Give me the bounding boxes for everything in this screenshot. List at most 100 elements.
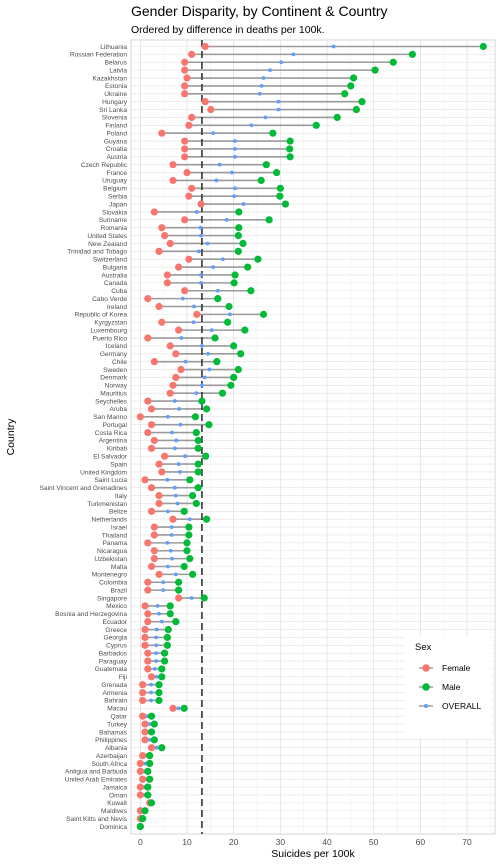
female-point [158,224,166,232]
male-point [358,98,366,106]
country-tick-label: Mexico [106,603,127,610]
male-point [408,50,416,58]
overall-point [194,391,199,396]
female-point [169,176,177,185]
overall-point [173,493,178,498]
overall-point [276,99,281,104]
male-point [194,460,202,468]
male-point [352,105,360,114]
country-tick-label: Mauritius [100,390,127,397]
overall-point [291,52,296,57]
male-point [218,389,227,397]
overall-point [165,509,170,514]
overall-point [224,217,229,222]
female-point [193,310,201,318]
country-tick-label: Thailand [102,532,128,539]
country-tick-label: United Arab Emirates [65,777,128,784]
overall-point [172,485,177,490]
legend-title: Sex [415,642,432,653]
male-point [166,602,174,610]
female-point [144,428,152,437]
overall-point [183,454,188,459]
male-point [257,176,265,185]
country-tick-label: United States [87,233,127,240]
male-point [286,153,294,161]
male-point [183,539,191,547]
overall-point [165,477,170,482]
female-point [188,50,196,58]
country-tick-label: Slovakia [102,209,127,216]
country-tick-label: Israel [111,524,128,531]
male-point [230,342,238,350]
female-point [150,531,158,539]
country-tick-label: Costa Rica [95,430,128,437]
female-point [158,318,166,326]
male-point [185,531,193,539]
country-tick-label: Portugal [102,422,127,429]
male-point [224,318,232,326]
male-point [163,641,171,649]
female-point [139,775,147,783]
female-point [155,499,163,508]
overall-point [165,540,170,545]
country-tick-label: Jamaica [102,784,127,791]
female-point [185,192,193,200]
male-point [259,310,268,318]
male-point [312,121,320,129]
female-point [141,633,149,642]
male-point [183,547,191,555]
female-point [144,295,152,303]
female-point [155,247,163,255]
male-point [254,255,262,263]
female-point [150,358,158,366]
overall-point [202,375,207,380]
overall-point [192,304,196,309]
country-tick-label: Argentina [99,438,128,445]
country-tick-label: Colombia [99,580,127,587]
female-point [150,547,158,555]
female-point [147,507,156,515]
male-point [147,799,156,807]
country-tick-label: Sri Lanka [99,107,127,114]
overall-point [165,414,170,419]
female-point [136,759,144,768]
country-tick-label: Finland [105,123,127,130]
overall-point [155,603,160,608]
y-axis-title: Country [5,418,17,456]
female-point [181,58,189,66]
female-point [183,74,191,82]
overall-point [174,438,179,443]
male-point [194,444,202,452]
female-point [188,184,196,192]
female-point [147,484,156,492]
country-tick-label: Maldives [101,808,128,815]
country-tick-label: Fiji [119,674,128,681]
male-point [155,696,163,705]
female-point [144,586,152,594]
male-point [211,334,219,342]
country-tick-label: Hungary [102,99,128,106]
male-point [192,499,200,508]
male-point [172,618,180,626]
overall-point [200,343,204,348]
female-point [185,121,193,129]
overall-point [178,470,182,474]
country-tick-label: Serbia [108,193,127,200]
country-tick-label: Poland [106,130,127,137]
country-tick-label: Belarus [105,60,128,67]
male-point [136,822,144,831]
overall-point [200,383,204,388]
overall-point [172,399,177,403]
female-point [158,129,166,137]
male-point [235,224,243,232]
male-point [244,263,252,271]
female-point [161,452,169,460]
country-tick-label: Slovenia [102,115,128,122]
overall-point [183,359,188,364]
male-point [273,168,281,177]
male-point [230,279,238,287]
chart-subtitle: Ordered by difference in deaths per 100k… [131,24,325,36]
legend-label: Male [442,682,461,692]
country-tick-label: Belize [109,509,127,516]
country-tick-label: Panama [102,540,127,547]
